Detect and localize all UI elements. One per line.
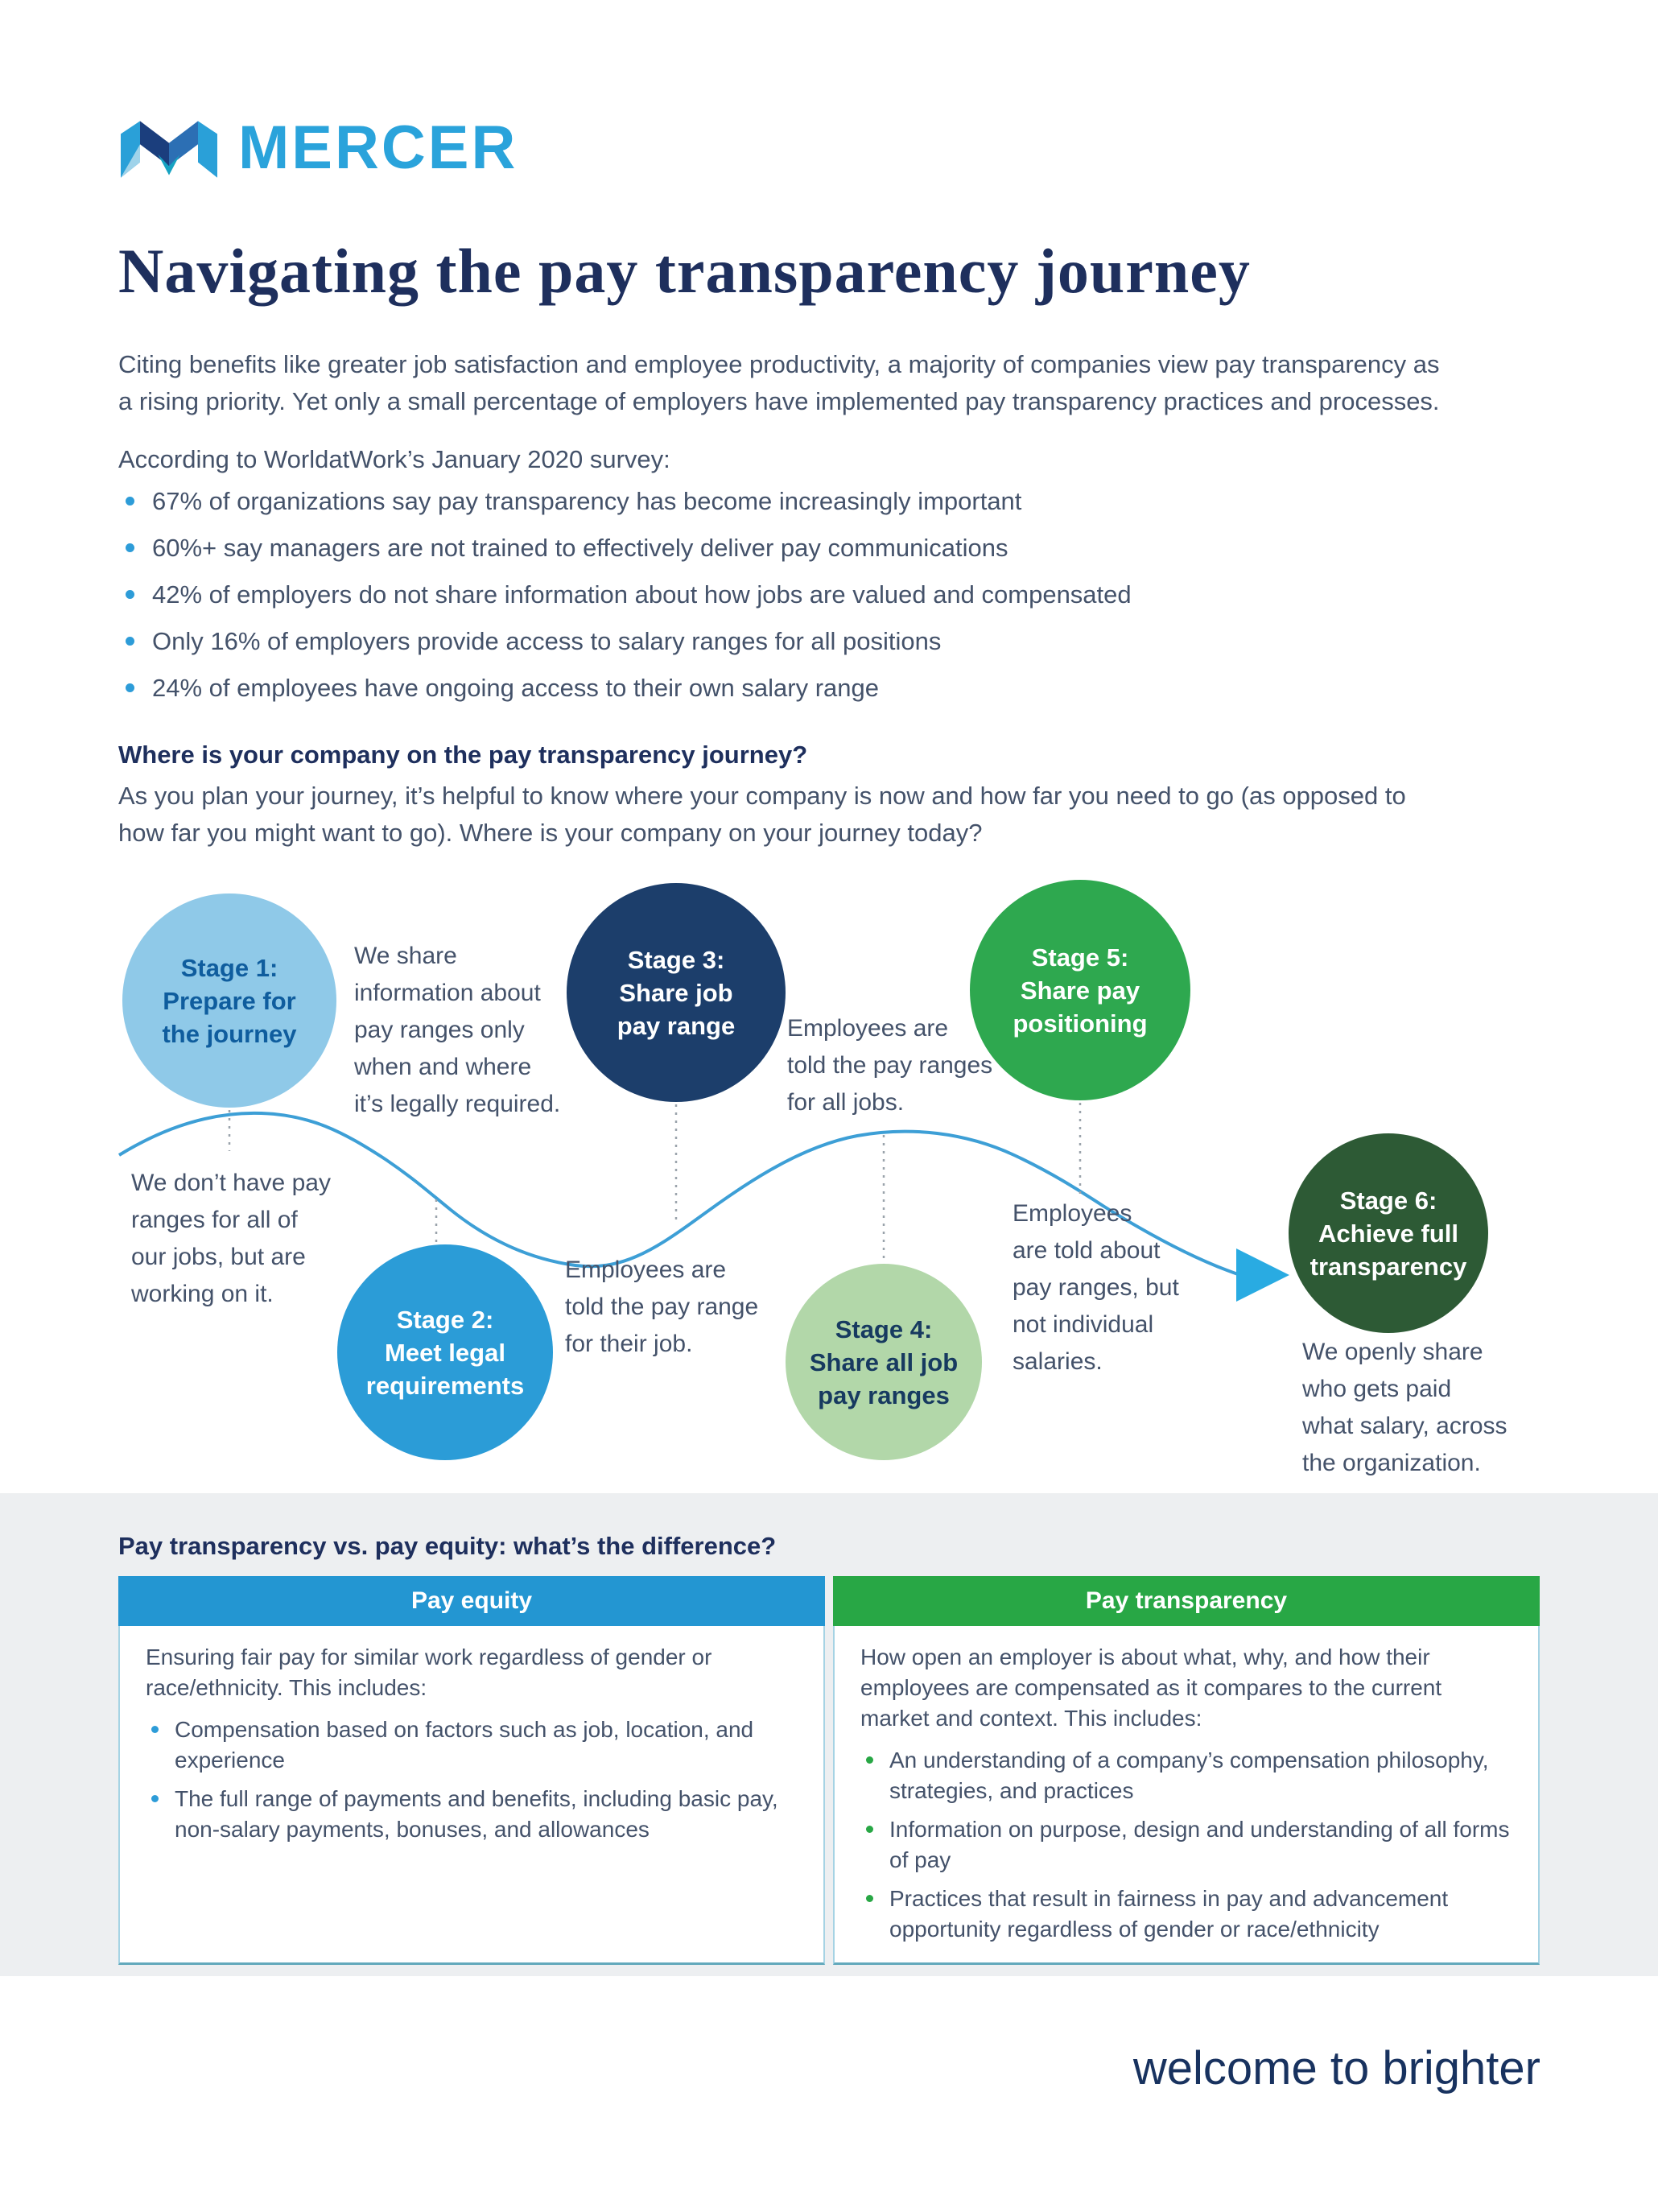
survey-bullet: 67% of organizations say pay transparenc… xyxy=(118,488,1132,515)
comparison-table: Pay equity Ensuring fair pay for similar… xyxy=(118,1576,1540,1965)
pay-transparency-bullet-list: An understanding of a company’s compensa… xyxy=(860,1745,1512,1945)
stage-1-circle: Stage 1: Prepare for the journey xyxy=(122,893,336,1108)
footer-tagline: welcome to brighter xyxy=(1132,2042,1540,2094)
pay-transparency-column: Pay transparency How open an employer is… xyxy=(833,1576,1540,1965)
pay-equity-bullet-list: Compensation based on factors such as jo… xyxy=(146,1715,798,1845)
annotation-share-when-required: We share information about pay ranges on… xyxy=(354,943,561,1117)
survey-intro: According to WorldatWork’s January 2020 … xyxy=(118,445,670,473)
journey-diagram: Stage 1: Prepare for the journey Stage 2… xyxy=(72,873,1594,1493)
pay-transparency-bullet: Information on purpose, design and under… xyxy=(860,1814,1512,1876)
pay-equity-bullet: The full range of payments and benefits,… xyxy=(146,1784,798,1845)
annotation-range-for-their-job: Employees are told the pay range for the… xyxy=(565,1257,759,1357)
survey-bullet: 24% of employees have ongoing access to … xyxy=(118,675,1132,702)
stage-4-circle: Stage 4: Share all job pay ranges xyxy=(786,1264,982,1460)
comparison-heading: Pay transparency vs. pay equity: what’s … xyxy=(118,1532,777,1560)
intro-paragraph: Citing benefits like greater job satisfa… xyxy=(118,350,1440,415)
journey-arrow-icon xyxy=(1236,1248,1289,1302)
pay-equity-bullet: Compensation based on factors such as jo… xyxy=(146,1715,798,1776)
survey-bullet: Only 16% of employers provide access to … xyxy=(118,628,1132,655)
stage-3-circle: Stage 3: Share job pay range xyxy=(567,883,786,1102)
mercer-logo: MERCER xyxy=(121,111,518,185)
journey-heading: Where is your company on the pay transpa… xyxy=(118,741,808,769)
journey-wave xyxy=(118,1103,1289,1302)
pay-transparency-bullet: Practices that result in fairness in pay… xyxy=(860,1884,1512,1945)
annotation-no-ranges-yet: We don’t have pay ranges for all of our … xyxy=(131,1170,331,1307)
annotation-not-individual-salaries: Employees are told about pay ranges, but… xyxy=(1013,1200,1179,1375)
pay-equity-column: Pay equity Ensuring fair pay for similar… xyxy=(118,1576,825,1965)
pay-transparency-header: Pay transparency xyxy=(833,1576,1540,1626)
pay-equity-header: Pay equity xyxy=(118,1576,825,1626)
pay-equity-body: Ensuring fair pay for similar work regar… xyxy=(118,1626,825,1965)
wave-path xyxy=(118,1111,1239,1276)
survey-bullet: 42% of employers do not share informatio… xyxy=(118,581,1132,609)
journey-intro: As you plan your journey, it’s helpful t… xyxy=(118,782,1406,847)
pay-transparency-body: How open an employer is about what, why,… xyxy=(833,1626,1540,1965)
survey-bullet-list: 67% of organizations say pay transparenc… xyxy=(118,488,1132,721)
mercer-wordmark: MERCER xyxy=(238,113,518,182)
pay-equity-intro: Ensuring fair pay for similar work regar… xyxy=(146,1645,712,1700)
page-title: Navigating the pay transparency journey xyxy=(118,236,1251,306)
mercer-logo-mark xyxy=(121,121,217,178)
comparison-section: Pay transparency vs. pay equity: what’s … xyxy=(0,1493,1658,1976)
stage-2-circle: Stage 2: Meet legal requirements xyxy=(337,1244,553,1460)
annotation-ranges-for-all-jobs: Employees are told the pay ranges for al… xyxy=(787,1015,993,1116)
stage-6-circle: Stage 6: Achieve full transparency xyxy=(1289,1133,1488,1333)
pay-transparency-intro: How open an employer is about what, why,… xyxy=(860,1645,1442,1731)
pay-transparency-bullet: An understanding of a company’s compensa… xyxy=(860,1745,1512,1806)
annotation-openly-share: We openly share who gets paid what salar… xyxy=(1302,1339,1507,1476)
stage-5-circle: Stage 5: Share pay positioning xyxy=(970,880,1190,1100)
survey-bullet: 60%+ say managers are not trained to eff… xyxy=(118,534,1132,562)
